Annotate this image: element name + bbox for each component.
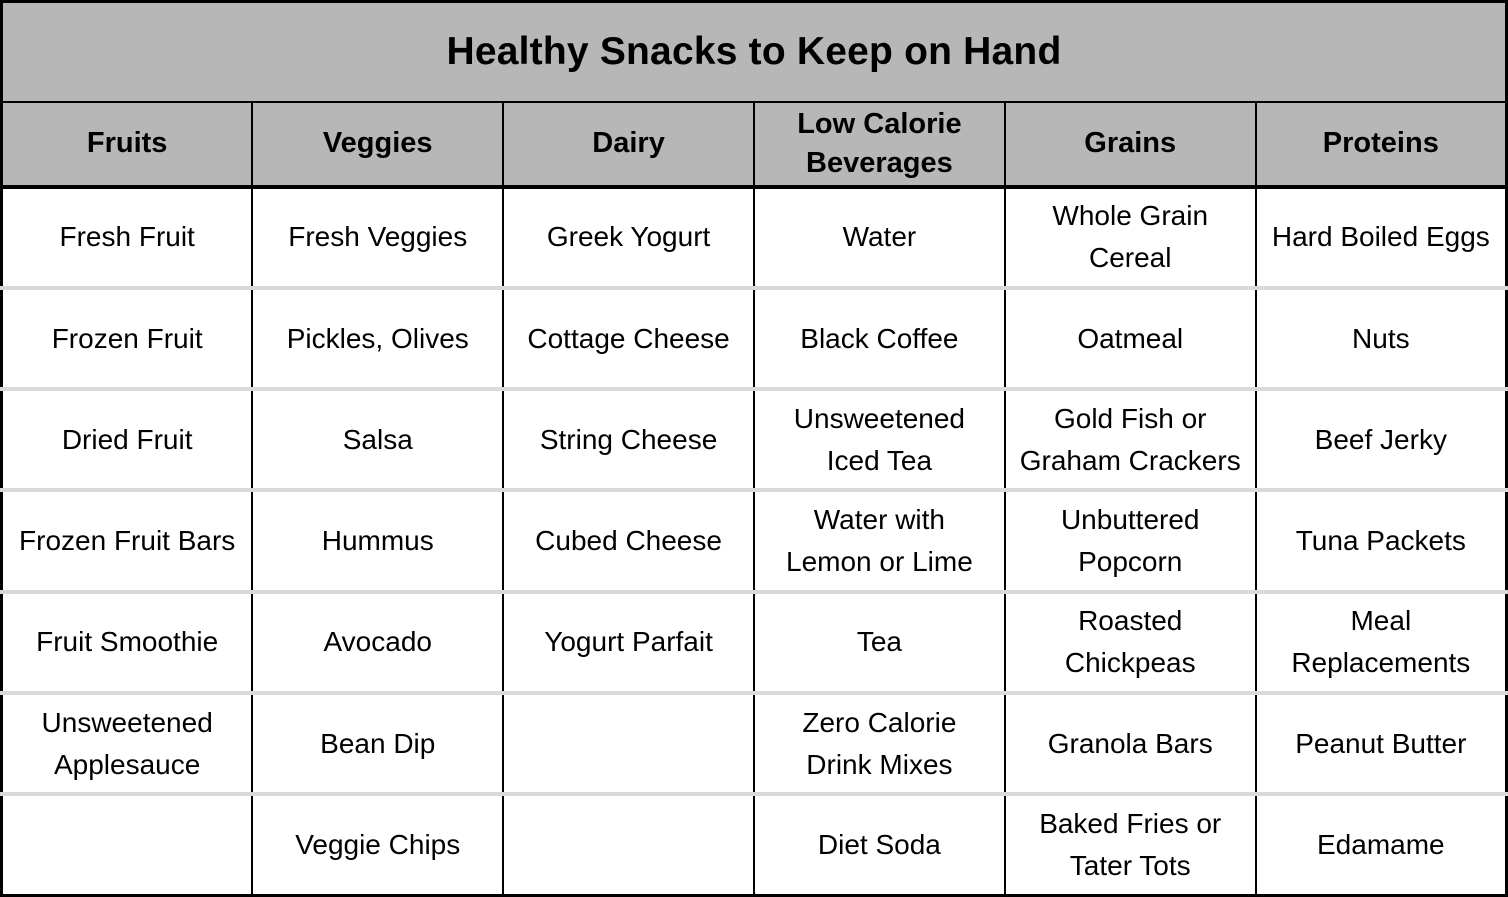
table-cell: Nuts — [1254, 286, 1508, 390]
table-row: Dried Fruit Salsa String Cheese Unsweete… — [0, 387, 1508, 491]
table-cell: Gold Fish or Graham Crackers — [1003, 387, 1257, 491]
table-cell: Zero Calorie Drink Mixes — [752, 690, 1006, 795]
table-cell: Fresh Fruit — [0, 186, 254, 289]
header-row: Fruits Veggies Dairy Low Calorie Beverag… — [0, 101, 1508, 189]
table-cell — [0, 792, 254, 896]
title-row: Healthy Snacks to Keep on Hand — [1, 1, 1507, 103]
table-cell: Fruit Smoothie — [0, 589, 254, 693]
table-row: Veggie Chips Diet Soda Baked Fries or Ta… — [0, 792, 1508, 896]
table-cell: String Cheese — [502, 387, 755, 491]
column-header-veggies: Veggies — [251, 101, 505, 189]
table-cell: Dried Fruit — [0, 387, 254, 491]
table-cell: Greek Yogurt — [502, 186, 755, 289]
table-row: Fresh Fruit Fresh Veggies Greek Yogurt W… — [0, 186, 1508, 289]
table-cell: Water — [752, 186, 1006, 289]
table-cell: Salsa — [251, 387, 505, 491]
table-cell: Tuna Packets — [1254, 488, 1508, 592]
column-header-dairy: Dairy — [502, 101, 755, 189]
table-cell: Unsweetened Iced Tea — [752, 387, 1006, 491]
table-cell: Fresh Veggies — [251, 186, 505, 289]
table-cell: Roasted Chickpeas — [1003, 589, 1257, 693]
table-cell: Tea — [752, 589, 1006, 693]
table-row: Unsweetened Applesauce Bean Dip Zero Cal… — [0, 690, 1508, 795]
table-cell: Pickles, Olives — [251, 286, 505, 390]
table-cell: Beef Jerky — [1254, 387, 1508, 491]
table-cell: Diet Soda — [752, 792, 1006, 896]
table-cell: Avocado — [251, 589, 505, 693]
table-row: Frozen Fruit Bars Hummus Cubed Cheese Wa… — [0, 488, 1508, 592]
table-cell: Water with Lemon or Lime — [752, 488, 1006, 592]
table-cell: Granola Bars — [1003, 690, 1257, 795]
table-cell: Frozen Fruit — [0, 286, 254, 390]
table-cell: Unsweetened Applesauce — [0, 690, 254, 795]
table-cell: Edamame — [1254, 792, 1508, 896]
table-cell: Unbuttered Popcorn — [1003, 488, 1257, 592]
table-cell — [502, 690, 755, 795]
column-header-proteins: Proteins — [1254, 101, 1508, 189]
table-row: Fruit Smoothie Avocado Yogurt Parfait Te… — [0, 589, 1508, 693]
column-header-fruits: Fruits — [0, 101, 254, 189]
table-cell: Meal Replacements — [1254, 589, 1508, 693]
table-cell: Oatmeal — [1003, 286, 1257, 390]
table-cell: Veggie Chips — [251, 792, 505, 896]
table-cell: Whole Grain Cereal — [1003, 186, 1257, 289]
table-cell: Cottage Cheese — [502, 286, 755, 390]
column-header-low-calorie-beverages: Low Calorie Beverages — [752, 101, 1006, 189]
table-cell: Baked Fries or Tater Tots — [1003, 792, 1257, 896]
table-cell: Hummus — [251, 488, 505, 592]
page-title: Healthy Snacks to Keep on Hand — [1, 1, 1507, 103]
table-cell: Frozen Fruit Bars — [0, 488, 254, 592]
table-cell: Black Coffee — [752, 286, 1006, 390]
table-row: Frozen Fruit Pickles, Olives Cottage Che… — [0, 286, 1508, 390]
table-cell: Peanut Butter — [1254, 690, 1508, 795]
table-cell — [502, 792, 755, 896]
table-cell: Yogurt Parfait — [502, 589, 755, 693]
column-header-grains: Grains — [1003, 101, 1257, 189]
table-cell: Bean Dip — [251, 690, 505, 795]
table-cell: Cubed Cheese — [502, 488, 755, 592]
table-cell: Hard Boiled Eggs — [1254, 186, 1508, 289]
